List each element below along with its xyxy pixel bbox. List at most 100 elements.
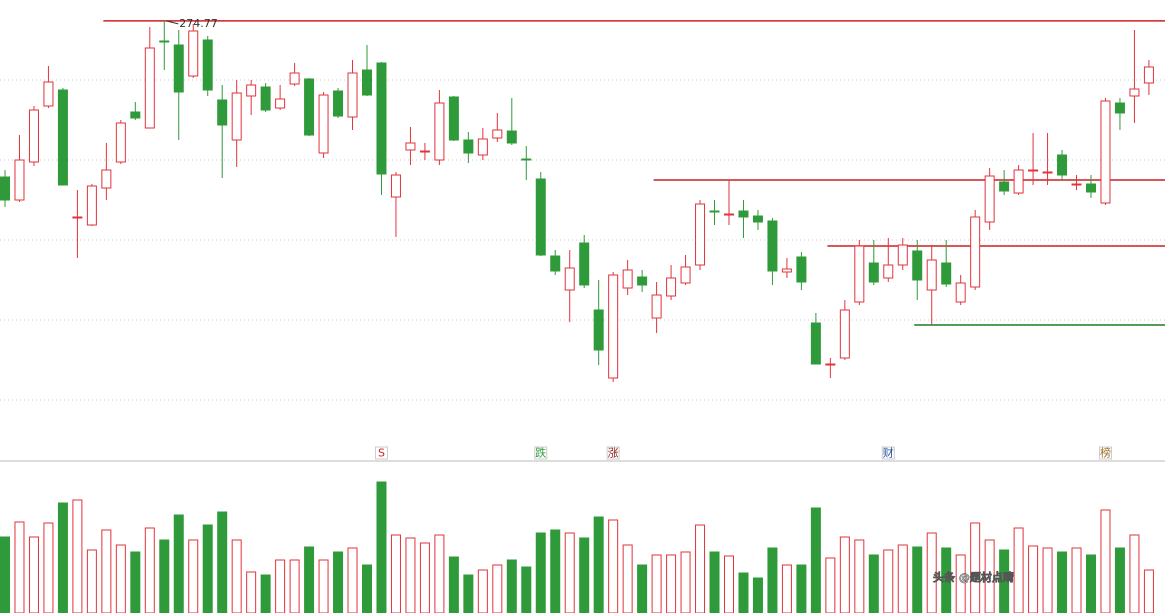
volume-bar xyxy=(926,532,937,613)
watermark: 头条 @题材点睛 xyxy=(933,570,1014,584)
volume-bar xyxy=(188,539,199,613)
volume-bar xyxy=(304,546,315,613)
candle-body xyxy=(448,96,459,141)
candle-body xyxy=(159,40,170,43)
candle-body xyxy=(666,277,677,297)
volume-bar xyxy=(695,524,706,613)
volume-bar xyxy=(347,547,358,613)
volume-bar xyxy=(376,481,387,613)
volume-bar xyxy=(738,572,749,613)
volume-bar xyxy=(579,537,590,613)
volume-bar xyxy=(868,554,879,613)
candle-body xyxy=(419,150,430,153)
volume-bar xyxy=(897,544,908,613)
candle-body xyxy=(86,185,97,226)
candle-body xyxy=(579,242,590,286)
candle-body xyxy=(622,269,633,289)
candle-body xyxy=(724,213,734,216)
volume-bar xyxy=(550,529,561,613)
candle-body xyxy=(1143,66,1154,84)
volume-bar xyxy=(941,547,952,613)
candle-body xyxy=(1129,88,1140,97)
candle-body xyxy=(984,175,995,223)
candle-body xyxy=(608,274,619,379)
event-marker-box xyxy=(1098,446,1112,460)
volume-bar xyxy=(405,537,416,613)
candle-body xyxy=(362,69,372,96)
candle-body xyxy=(101,169,112,189)
volume-bar xyxy=(752,577,763,613)
candle-body xyxy=(57,89,68,186)
volume-bar xyxy=(1042,547,1053,613)
candle-body xyxy=(680,266,691,284)
candle-body xyxy=(897,244,908,266)
candle-body xyxy=(1057,154,1068,176)
event-marker-box xyxy=(374,446,388,460)
candle-body xyxy=(1042,171,1053,174)
volume-bar xyxy=(781,564,792,613)
candle-body xyxy=(926,259,937,291)
volume-bar xyxy=(709,551,720,613)
candle-body xyxy=(28,109,39,163)
volume-bar xyxy=(260,574,271,613)
candle-body xyxy=(955,282,966,303)
volume-bar xyxy=(912,546,923,613)
candle-body xyxy=(868,262,879,283)
candle-body xyxy=(246,84,257,97)
candle-body xyxy=(43,81,54,107)
candle-body xyxy=(1114,102,1125,114)
volume-bar xyxy=(0,536,10,613)
volume-bar xyxy=(246,571,257,613)
candle-body xyxy=(492,129,503,139)
candle-body xyxy=(999,181,1010,192)
volume-bar xyxy=(1071,547,1082,613)
volume-bar xyxy=(28,536,39,613)
volume-bar xyxy=(593,516,604,613)
candle-body xyxy=(738,210,749,218)
candle-body xyxy=(188,30,199,77)
volume-bar xyxy=(115,544,126,613)
volume-bar xyxy=(825,557,836,613)
volume-bar xyxy=(275,559,286,613)
volume-bar xyxy=(955,554,966,613)
candle-body xyxy=(651,294,662,319)
volume-bar xyxy=(1013,527,1024,613)
candle-body xyxy=(72,216,83,219)
volume-bar xyxy=(1057,551,1068,613)
candle-body xyxy=(173,44,184,93)
candle-body xyxy=(839,309,850,359)
candle-body xyxy=(304,78,315,136)
candle-body xyxy=(376,62,387,175)
candle-body xyxy=(1100,100,1111,204)
candle-body xyxy=(506,130,517,144)
volume-bar xyxy=(477,569,488,613)
volume-bar xyxy=(854,539,865,613)
volume-bar xyxy=(492,564,503,613)
volume-bar xyxy=(217,511,228,613)
candle-body xyxy=(477,138,488,156)
candle-body xyxy=(521,158,532,161)
event-marker: 涨 xyxy=(608,447,619,460)
candle-body xyxy=(390,174,401,198)
candle-body xyxy=(289,72,300,85)
candle-body xyxy=(695,203,706,266)
volume-bar xyxy=(57,502,68,613)
candle-body xyxy=(752,215,763,223)
volume-bar xyxy=(101,529,112,613)
candle-body xyxy=(970,216,981,288)
volume-bar xyxy=(434,534,445,613)
volume-bar xyxy=(767,547,778,613)
candle-body xyxy=(912,250,923,281)
volume-bar xyxy=(144,527,155,613)
volume-bar xyxy=(231,539,242,613)
candle-body xyxy=(781,268,792,273)
candle-body xyxy=(318,94,329,154)
volume-bar xyxy=(839,536,850,613)
volume-bar xyxy=(1086,554,1096,613)
candle-body xyxy=(144,47,155,129)
volume-bar xyxy=(173,514,184,613)
candle-body xyxy=(593,309,604,351)
candle-body xyxy=(1028,169,1039,172)
candle-body xyxy=(796,256,807,283)
